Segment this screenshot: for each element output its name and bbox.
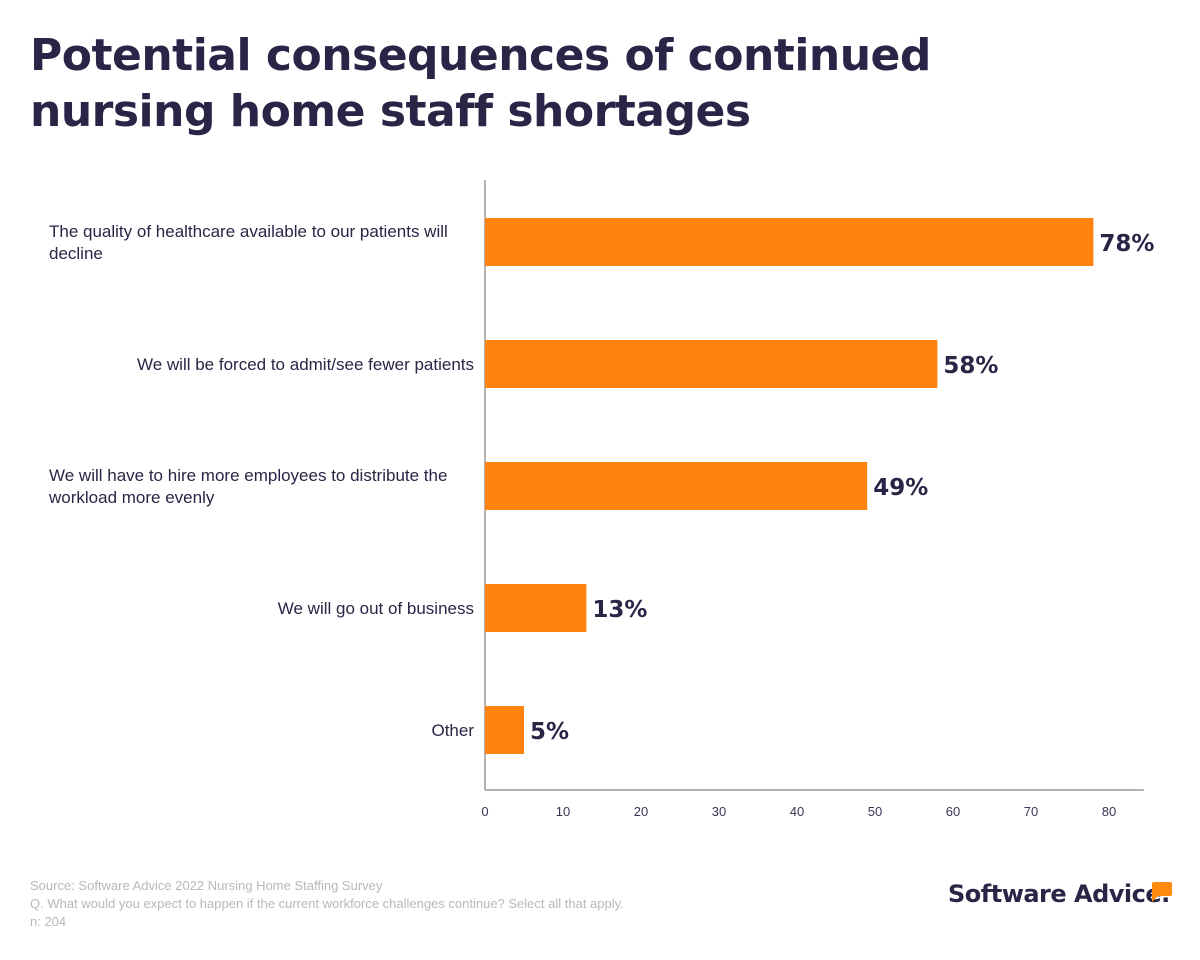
data-label: 13% bbox=[592, 597, 647, 623]
category-label: We will be forced to admit/see fewer pat… bbox=[137, 355, 474, 374]
category-label: workload more evenly bbox=[48, 488, 215, 507]
data-label: 58% bbox=[943, 353, 998, 379]
bar bbox=[485, 218, 1094, 266]
x-tick-label: 0 bbox=[481, 804, 488, 819]
logo-speech-bubble-tail-icon bbox=[1152, 894, 1160, 902]
data-label: 49% bbox=[873, 475, 928, 501]
category-label: We will go out of business bbox=[278, 599, 474, 618]
x-tick-label: 80 bbox=[1102, 804, 1116, 819]
x-tick-label: 30 bbox=[712, 804, 726, 819]
data-label: 78% bbox=[1099, 231, 1154, 257]
bar bbox=[485, 706, 524, 754]
category-label: Other bbox=[431, 721, 474, 740]
sample-size-note: n: 204 bbox=[30, 914, 67, 929]
data-label: 5% bbox=[530, 719, 569, 745]
x-tick-label: 60 bbox=[946, 804, 960, 819]
x-tick-label: 50 bbox=[868, 804, 882, 819]
software-advice-logo: Software Advice. bbox=[948, 880, 1170, 908]
source-note: Source: Software Advice 2022 Nursing Hom… bbox=[30, 878, 383, 893]
bar bbox=[485, 462, 868, 510]
x-tick-label: 70 bbox=[1024, 804, 1038, 819]
bar bbox=[485, 584, 587, 632]
x-tick-label: 20 bbox=[634, 804, 648, 819]
x-tick-label: 10 bbox=[556, 804, 570, 819]
bar bbox=[485, 340, 938, 388]
question-note: Q. What would you expect to happen if th… bbox=[30, 896, 624, 911]
x-tick-label: 40 bbox=[790, 804, 804, 819]
logo-speech-bubble-icon bbox=[1152, 882, 1172, 896]
category-label: The quality of healthcare available to o… bbox=[49, 222, 448, 241]
footer-notes: Source: Software Advice 2022 Nursing Hom… bbox=[30, 877, 624, 931]
chart-title: Potential consequences of continued nurs… bbox=[30, 30, 931, 137]
category-label: decline bbox=[49, 244, 103, 263]
category-label: We will have to hire more employees to d… bbox=[49, 466, 447, 485]
